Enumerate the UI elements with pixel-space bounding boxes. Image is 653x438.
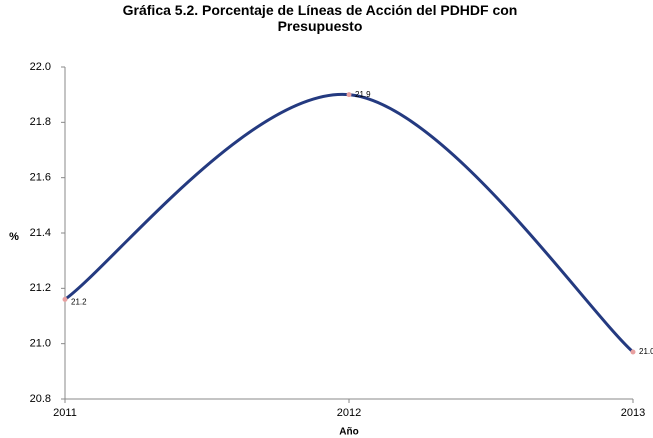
y-tick-label: 21.8 xyxy=(30,116,51,128)
y-tick-label: 21.0 xyxy=(30,338,51,350)
y-axis-label: % xyxy=(9,231,19,243)
data-label: 21.9 xyxy=(355,90,371,99)
y-tick-label: 20.8 xyxy=(30,393,51,405)
x-tick-label: 2013 xyxy=(621,407,645,419)
x-axis-label: Año xyxy=(339,427,358,438)
x-tick-label: 2011 xyxy=(53,407,77,419)
y-tick-label: 21.6 xyxy=(30,172,51,184)
line xyxy=(64,93,635,354)
data-label: 21.0 xyxy=(639,347,653,356)
point xyxy=(630,349,636,355)
chart-title: Gráfica 5.2. Porcentaje de Líneas de Acc… xyxy=(122,2,518,34)
y-tick-label: 21.4 xyxy=(30,227,51,239)
point xyxy=(346,92,352,98)
y-tick-label: 22.0 xyxy=(30,61,51,73)
x-tick-label: 2012 xyxy=(337,407,361,419)
y-tick-label: 21.2 xyxy=(30,282,51,294)
data-label: 21.2 xyxy=(71,298,87,307)
point xyxy=(62,296,68,302)
